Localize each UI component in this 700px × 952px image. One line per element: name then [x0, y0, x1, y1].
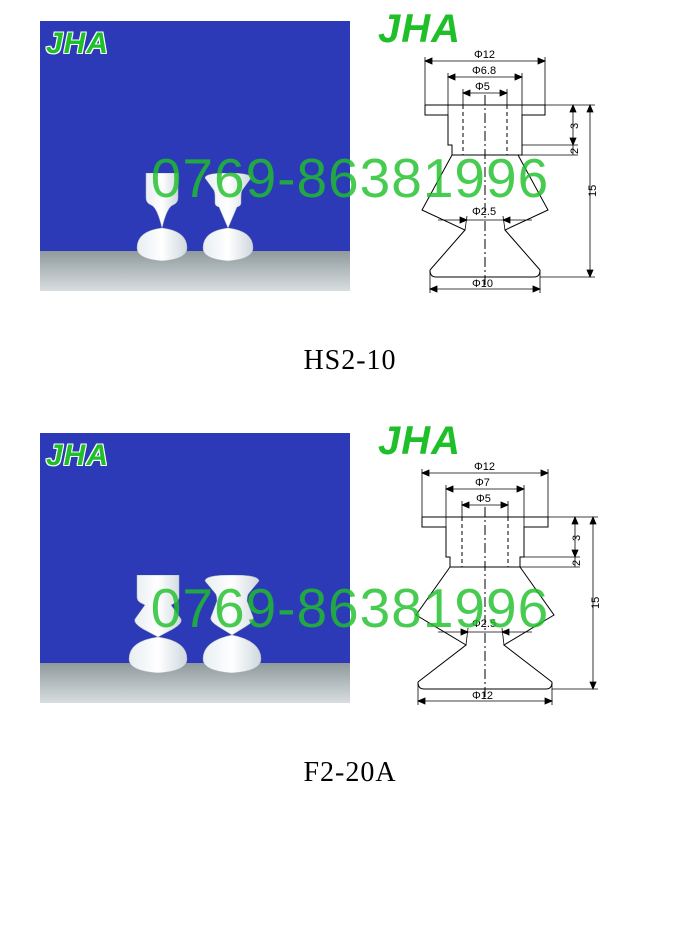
- dim-mid: Φ2.5: [472, 618, 496, 630]
- dim-bottom: Φ12: [472, 690, 493, 702]
- cup-group: [123, 575, 267, 675]
- dim-h1: 3: [569, 123, 581, 129]
- dim-top3: Φ5: [475, 81, 490, 93]
- photo-brand-logo: JHA: [46, 439, 109, 473]
- drawing-brand-logo: JHA: [378, 419, 461, 464]
- dim-h3: 15: [587, 185, 599, 197]
- suction-cup-icon: [131, 173, 193, 263]
- product-photo-2: JHA: [40, 433, 350, 703]
- product-caption-1: HS2-10: [0, 345, 700, 377]
- dim-top2: Φ6.8: [472, 65, 496, 77]
- product-row-1: JHA JHA: [40, 15, 660, 295]
- dim-top2: Φ7: [475, 477, 490, 489]
- drawing-brand-logo: JHA: [378, 7, 461, 52]
- dim-top3: Φ5: [476, 493, 491, 505]
- cup-group: [131, 173, 259, 263]
- product-photo-1: JHA: [40, 21, 350, 291]
- dim-h2: 2: [569, 148, 581, 154]
- dim-bottom: Φ10: [472, 278, 493, 290]
- dim-h1: 3: [571, 535, 583, 541]
- suction-cup-icon: [197, 575, 267, 675]
- technical-drawing-1: JHA: [360, 15, 660, 295]
- dim-h2: 2: [571, 560, 583, 566]
- suction-cup-icon: [197, 173, 259, 263]
- product-row-2: JHA JHA: [40, 427, 660, 707]
- dim-top1: Φ12: [474, 49, 495, 61]
- dim-mid: Φ2.5: [472, 206, 496, 218]
- technical-drawing-2: JHA: [360, 427, 660, 707]
- dim-top1: Φ12: [474, 461, 495, 473]
- photo-brand-logo: JHA: [46, 27, 109, 61]
- dim-h3: 15: [590, 597, 602, 609]
- suction-cup-icon: [123, 575, 193, 675]
- product-caption-2: F2-20A: [0, 757, 700, 789]
